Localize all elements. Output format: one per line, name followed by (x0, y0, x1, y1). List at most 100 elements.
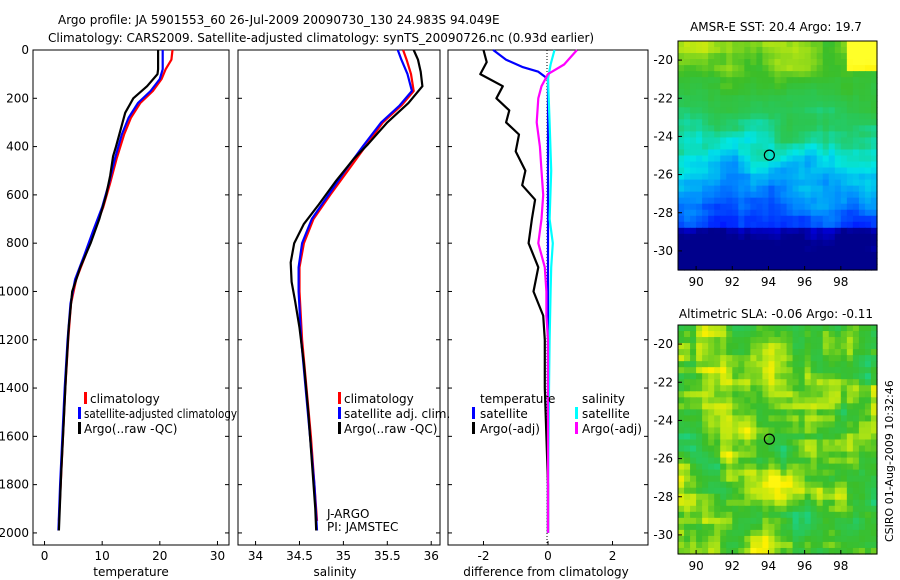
heatmap-cell (738, 337, 745, 344)
heatmap-cell (774, 349, 782, 356)
heatmap-cell (726, 373, 733, 380)
heatmap-cell (786, 349, 794, 356)
heatmap-cell (846, 469, 854, 477)
heatmap-cell (720, 77, 727, 84)
heatmap-cell (828, 475, 836, 483)
heatmap-cell (786, 343, 794, 350)
heatmap-cell (846, 119, 854, 126)
heatmap-cell (774, 463, 782, 471)
heatmap-cell (810, 113, 818, 120)
heatmap-cell (768, 59, 776, 66)
heatmap-cell (762, 209, 770, 217)
heatmap-cell (768, 143, 776, 151)
heatmap-cell (714, 487, 721, 495)
heatmap-cell (816, 161, 824, 169)
depth-tick-label: 1000 (0, 284, 29, 298)
heatmap-cell (720, 331, 727, 338)
heatmap-cell (714, 367, 721, 374)
heatmap-cell (714, 89, 721, 96)
heatmap-cell (684, 517, 691, 525)
heatmap-cell (768, 137, 776, 145)
heatmap-cell (678, 367, 685, 374)
heatmap-cell (840, 143, 848, 151)
heatmap-cell (834, 547, 842, 555)
heatmap-cell (702, 221, 709, 229)
heatmap-cell (786, 125, 794, 132)
heatmap-cell (846, 41, 854, 48)
heatmap-cell (828, 233, 836, 241)
heatmap-cell (870, 59, 878, 66)
difference-legend: temperature satellite Argo(-adj) salinit… (472, 392, 642, 436)
heatmap-cell (774, 409, 782, 416)
heatmap-cell (852, 493, 860, 501)
heatmap-cell (864, 523, 872, 531)
heatmap-cell (834, 239, 842, 247)
heatmap-cell (804, 541, 812, 549)
heatmap-cell (756, 325, 764, 332)
heatmap-cell (708, 403, 715, 410)
heatmap-cell (774, 379, 782, 386)
heatmap-cell (792, 547, 800, 555)
heatmap-cell (744, 203, 751, 211)
heatmap-cell (690, 535, 697, 543)
heatmap-cell (708, 421, 715, 429)
heatmap-cell (870, 149, 878, 157)
heatmap-cell (840, 239, 848, 247)
sla-map-panel: Altimetric SLA: -0.06 Argo: -0.11 90 92 94… (653, 307, 878, 573)
heatmap-cell (780, 263, 788, 271)
heatmap-cell (726, 233, 733, 241)
heatmap-cell (714, 203, 721, 211)
heatmap-cell (678, 119, 685, 126)
heatmap-cell (750, 257, 757, 265)
heatmap-cell (690, 185, 697, 193)
heatmap-cell (834, 391, 842, 398)
heatmap-cell (858, 457, 866, 465)
heatmap-cell (696, 227, 703, 235)
heatmap-cell (822, 439, 830, 447)
heatmap-cell (786, 245, 794, 253)
heatmap-cell (678, 355, 685, 362)
heatmap-cell (780, 433, 788, 441)
heatmap-cell (708, 361, 715, 368)
heatmap-cell (834, 379, 842, 386)
heatmap-cell (822, 517, 830, 525)
heatmap-cell (852, 59, 860, 66)
heatmap-cell (828, 361, 836, 368)
heatmap-cell (726, 433, 733, 441)
heatmap-cell (678, 547, 685, 555)
heatmap-cell (756, 481, 764, 489)
heatmap-cell (804, 119, 812, 126)
heatmap-cell (780, 373, 788, 380)
heatmap-cell (774, 65, 782, 72)
heatmap-cell (684, 409, 691, 416)
heatmap-cell (810, 179, 818, 187)
salinity-axes-frame (237, 49, 441, 546)
heatmap-cell (810, 343, 818, 350)
heatmap-cell (786, 221, 794, 229)
heatmap-cell (822, 415, 830, 423)
heatmap-cell (810, 257, 818, 265)
heatmap-cell (768, 535, 776, 543)
heatmap-cell (864, 41, 872, 48)
heatmap-cell (678, 349, 685, 356)
heatmap-cell (738, 535, 745, 543)
heatmap-cell (792, 397, 800, 404)
heatmap-cell (768, 481, 776, 489)
heatmap-cell (810, 125, 818, 132)
heatmap-cell (822, 119, 830, 126)
heatmap-cell (870, 257, 878, 265)
heatmap-cell (738, 143, 745, 151)
heatmap-cell (720, 529, 727, 537)
sla-heatmap (678, 325, 878, 555)
heatmap-cell (774, 535, 782, 543)
heatmap-cell (840, 343, 848, 350)
heatmap-cell (780, 167, 788, 175)
heatmap-cell (708, 547, 715, 555)
heatmap-cell (768, 487, 776, 495)
heatmap-cell (744, 493, 751, 501)
heatmap-cell (822, 361, 830, 368)
heatmap-cell (756, 505, 764, 513)
heatmap-cell (702, 337, 709, 344)
heatmap-cell (774, 149, 782, 157)
heatmap-cell (756, 47, 764, 54)
